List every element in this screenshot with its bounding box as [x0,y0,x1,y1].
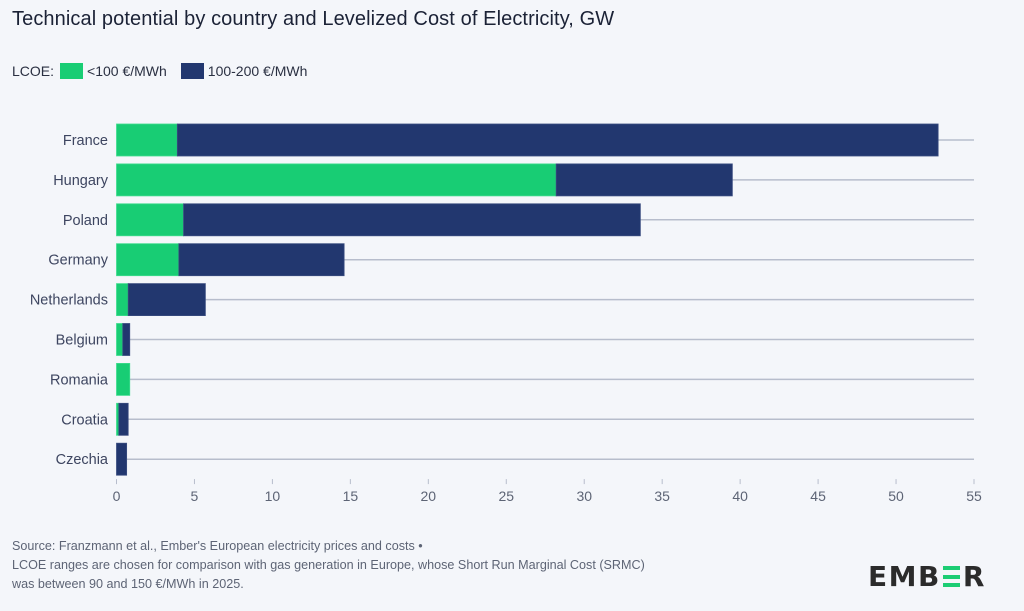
source-note: Source: Franzmann et al., Ember's Europe… [12,539,423,553]
category-label: France [63,133,108,149]
category-label: Czechia [56,452,109,468]
bar-mid-lcoe [122,323,131,356]
legend-swatch-low [60,63,84,79]
lcoe-note: LCOE ranges are chosen for comparison wi… [12,558,645,572]
legend-item-label: <100 €/MWh [87,63,167,79]
x-tick-label: 15 [343,488,359,504]
chart-footer: Source: Franzmann et al., Ember's Europe… [12,537,645,594]
category-label: Romania [50,372,109,388]
bar-low-lcoe [116,123,178,157]
x-tick-label: 35 [654,488,670,504]
logo-text-start: EMB [868,560,941,593]
bar-mid-lcoe [555,163,733,197]
category-label: Netherlands [30,293,108,309]
ember-logo: EMB R [868,560,986,593]
lcoe-note-cont: was between 90 and 150 €/MWh in 2025. [12,577,244,591]
legend-item-mid: 100-200 €/MWh [180,63,308,79]
bar-low-lcoe [116,163,557,197]
bar-mid-lcoe [178,243,345,277]
bar-low-lcoe [116,362,131,396]
x-tick-label: 20 [421,488,437,504]
x-tick-label: 40 [732,488,748,504]
x-tick-label: 55 [966,488,982,504]
legend-item-low: <100 €/MWh [60,63,167,79]
x-tick-label: 25 [498,488,514,504]
bar-mid-lcoe [116,442,128,476]
x-tick-label: 50 [888,488,904,504]
logo-text-end: R [962,560,986,593]
x-tick-label: 0 [113,488,121,504]
bar-low-lcoe [116,323,124,356]
legend: LCOE: <100 €/MWh 100-200 €/MWh [12,63,321,79]
x-tick-label: 45 [810,488,826,504]
category-label: Hungary [53,173,109,189]
bar-mid-lcoe [127,283,206,317]
bar-low-lcoe [116,283,129,317]
chart-title: Technical potential by country and Level… [12,8,615,30]
x-tick-label: 5 [191,488,199,504]
bar-mid-lcoe [176,123,939,157]
category-label: Germany [48,253,108,269]
bar-mid-lcoe [183,203,641,237]
bar-chart: France Hungary Poland Germany Netherlands Bel… [30,123,982,504]
bar-low-lcoe [116,203,184,237]
x-tick-label: 30 [576,488,592,504]
category-label: Croatia [61,412,109,428]
category-label: Belgium [56,333,108,349]
legend-swatch-mid [180,63,204,79]
bar-mid-lcoe [118,402,129,436]
legend-label: LCOE: [12,63,55,79]
bar-low-lcoe [116,243,180,277]
legend-item-label: 100-200 €/MWh [207,63,308,79]
x-tick-label: 10 [265,488,281,504]
logo-e-icon [942,566,960,587]
category-label: Poland [63,213,108,229]
